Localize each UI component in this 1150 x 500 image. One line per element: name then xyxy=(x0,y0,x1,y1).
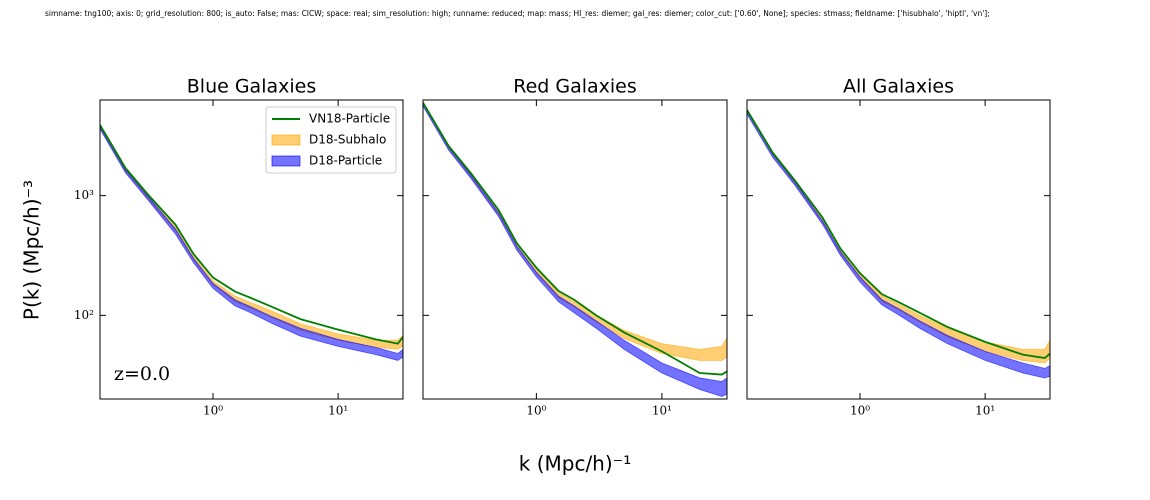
legend-label: VN18-Particle xyxy=(309,112,390,126)
x-tick-label: 10¹ xyxy=(328,404,348,418)
band xyxy=(423,102,727,397)
panel-title: All Galaxies xyxy=(843,76,954,98)
line xyxy=(423,102,727,376)
y-axis-label: P(k) (Mpc/h)⁻³ xyxy=(20,180,44,320)
band xyxy=(423,101,727,361)
suptitle: simname: tng100; axis: 0; grid_resolutio… xyxy=(45,9,990,18)
x-tick-label: 10¹ xyxy=(652,404,672,418)
y-tick-label: 10² xyxy=(74,308,94,322)
legend-swatch xyxy=(271,155,301,167)
band xyxy=(747,110,1050,379)
line xyxy=(100,124,403,345)
x-tick-label: 10⁰ xyxy=(526,404,546,418)
legend-label: D18-Particle xyxy=(309,154,382,168)
x-tick-label: 10⁰ xyxy=(850,404,870,418)
y-tick-label: 10³ xyxy=(74,188,94,202)
axes-frame xyxy=(99,99,404,400)
panel-title: Blue Galaxies xyxy=(187,76,316,98)
plot-area xyxy=(100,124,403,361)
band xyxy=(100,125,403,361)
axes-frame xyxy=(422,99,728,400)
x-tick-label: 10⁰ xyxy=(203,404,223,418)
legend-swatch xyxy=(271,134,301,146)
x-axis-label: k (Mpc/h)⁻¹ xyxy=(519,452,631,476)
plot-area xyxy=(747,109,1050,379)
axes-frame xyxy=(746,99,1051,400)
x-tick-label: 10¹ xyxy=(975,404,995,418)
band xyxy=(747,109,1050,364)
annotation: z=0.0 xyxy=(114,363,170,385)
line xyxy=(747,109,1050,359)
plot-area xyxy=(423,101,727,397)
legend-label: D18-Subhalo xyxy=(309,133,386,147)
panel-title: Red Galaxies xyxy=(513,76,637,98)
